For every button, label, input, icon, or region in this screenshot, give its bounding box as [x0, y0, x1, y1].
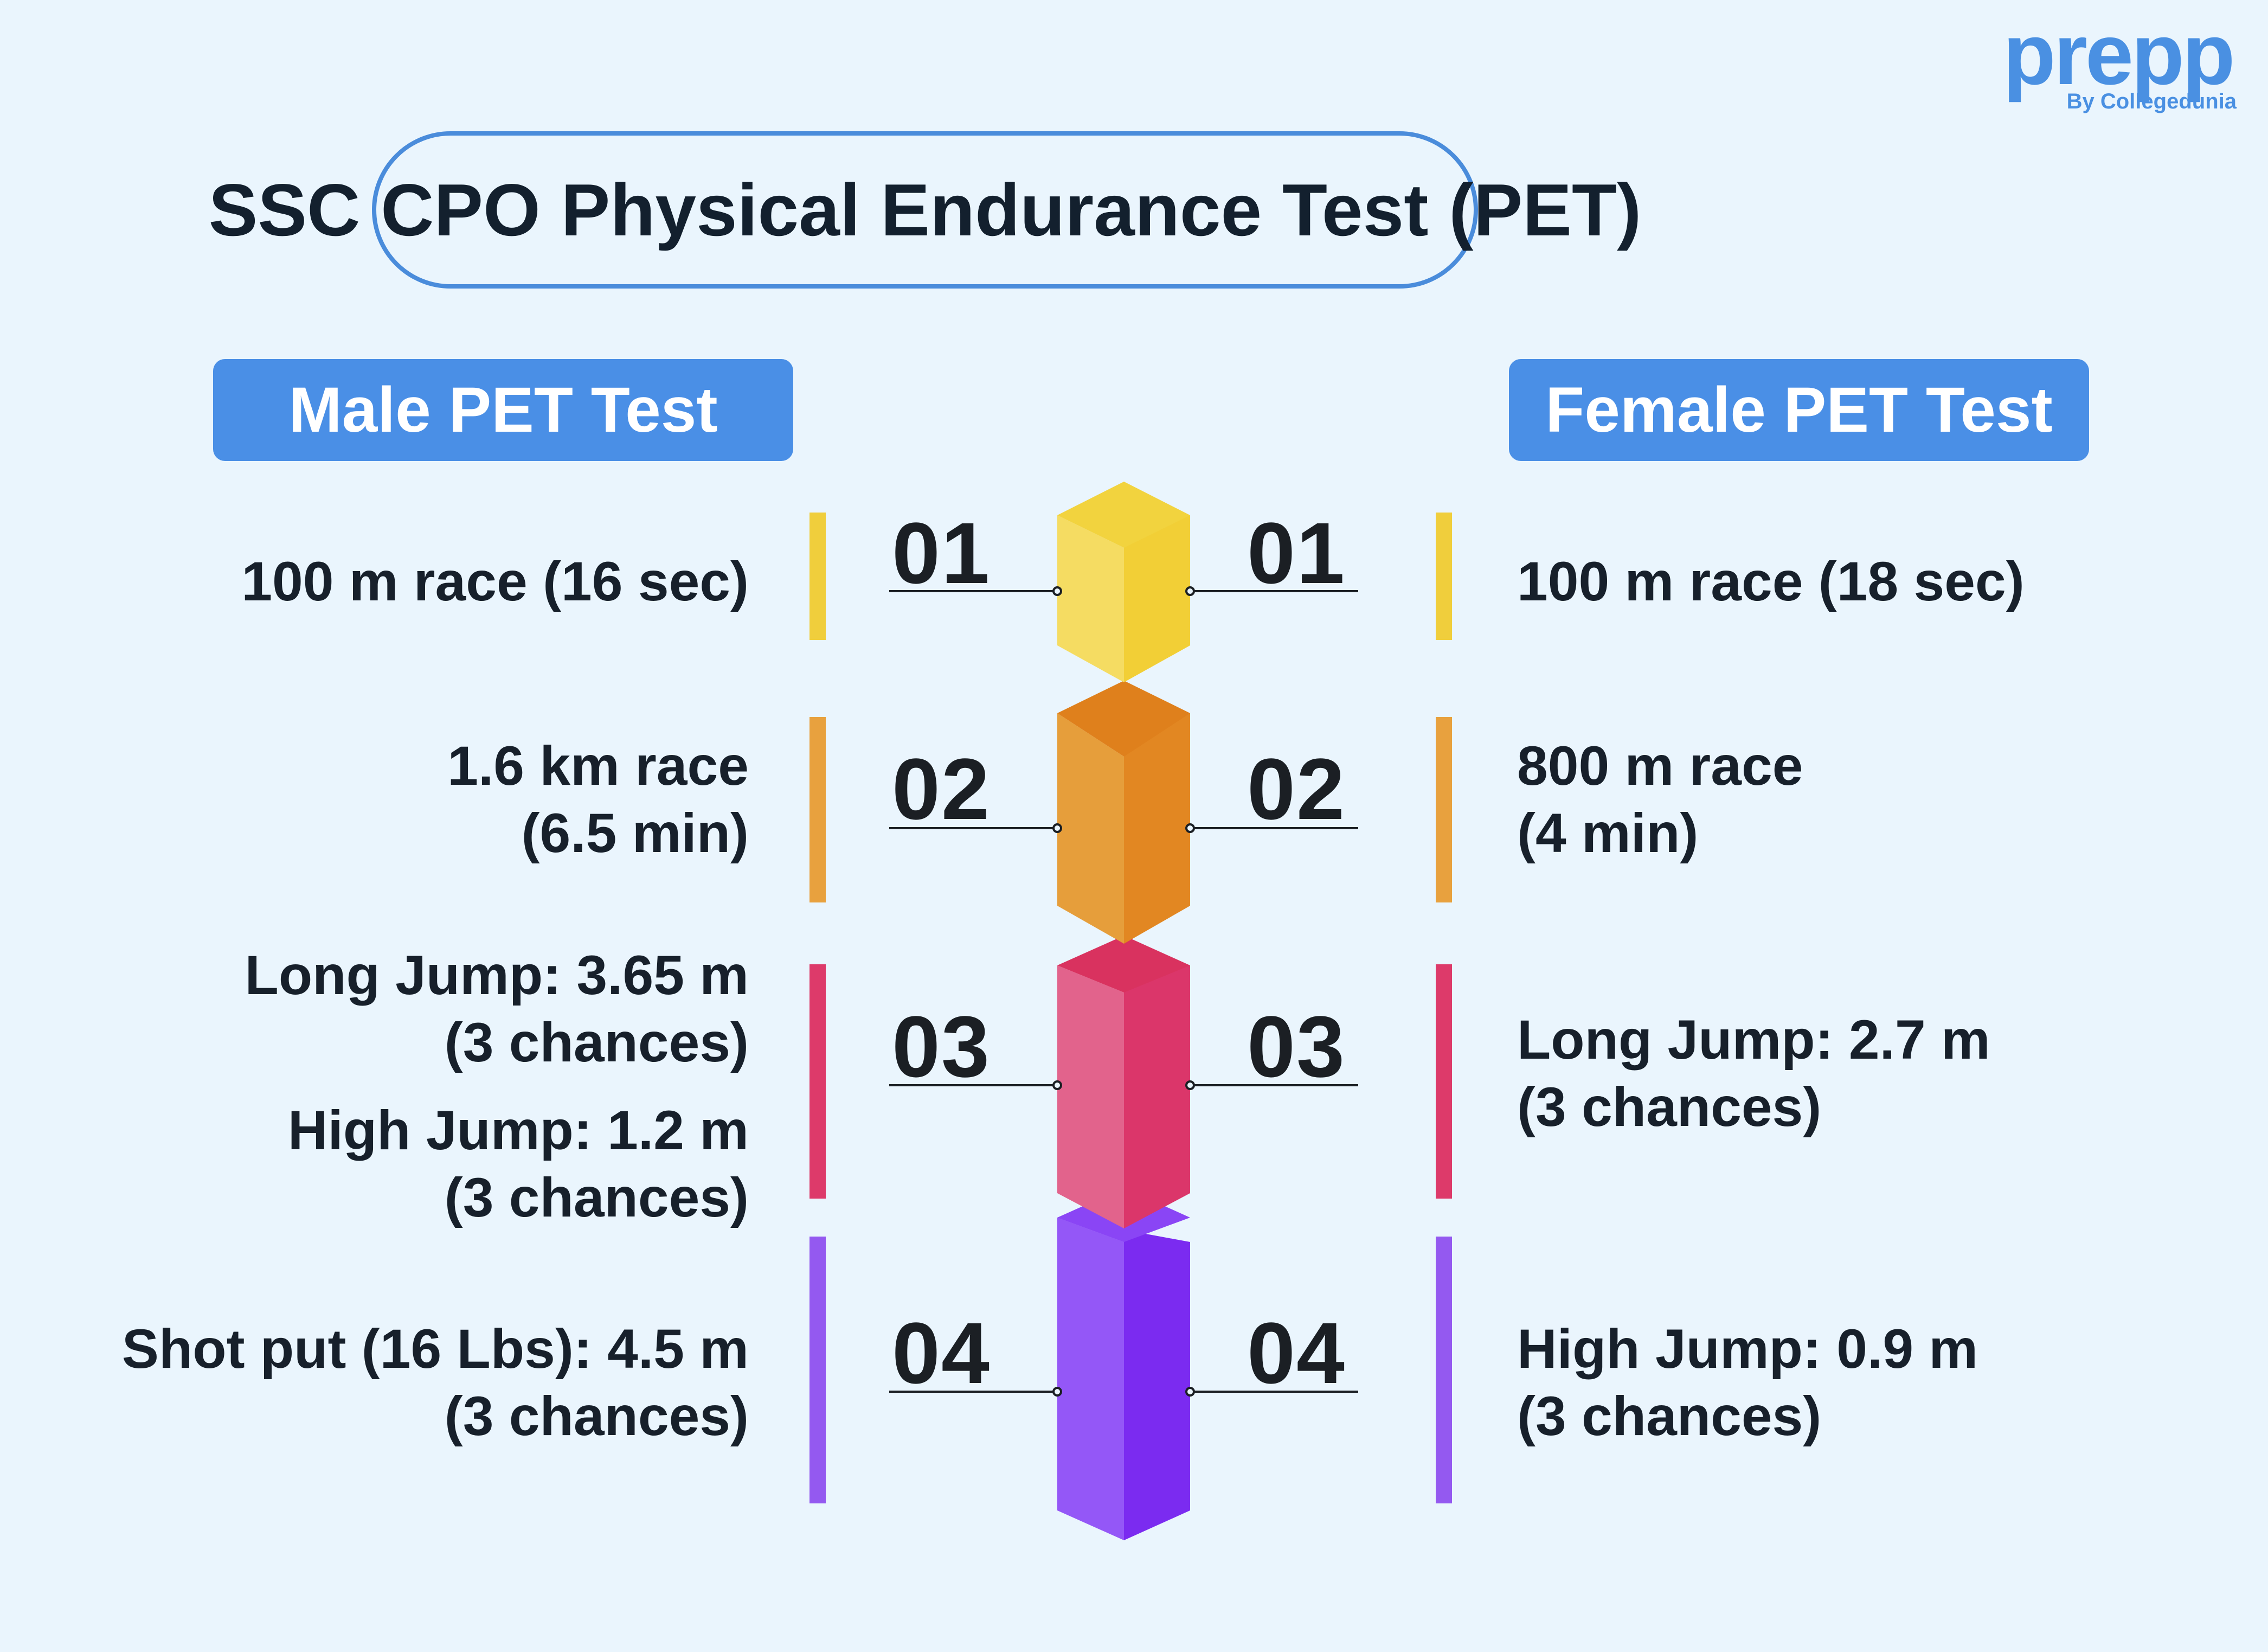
- male-item-03a: Long Jump: 3.65 m (3 chances): [245, 942, 749, 1076]
- step-number-04-female: 04: [1247, 1304, 1346, 1401]
- male-item-03-line-3: High Jump: 1.2 m: [287, 1099, 749, 1161]
- step-number-01-female: 01: [1247, 504, 1346, 601]
- female-bar-04: [1436, 1237, 1452, 1503]
- male-item-03-line-4: (3 chances): [444, 1167, 749, 1228]
- logo-tagline: By Collegedunia: [2066, 89, 2237, 113]
- female-item-03-line-2: (3 chances): [1517, 1076, 1822, 1138]
- step-number-02-female: 02: [1247, 740, 1346, 837]
- female-item-01-line-1: 100 m race (18 sec): [1517, 550, 2025, 612]
- female-item-01: 100 m race (18 sec): [1517, 548, 2025, 615]
- prism-block-03: [1057, 936, 1190, 1228]
- step-number-03-female: 03: [1247, 998, 1346, 1095]
- prepp-logo: prepp: [2003, 5, 2235, 103]
- male-item-03b: High Jump: 1.2 m (3 chances): [288, 1097, 749, 1231]
- female-header: Female PET Test: [1509, 359, 2089, 461]
- female-item-04: High Jump: 0.9 m (3 chances): [1517, 1315, 1978, 1450]
- male-item-03-line-1: Long Jump: 3.65 m: [245, 944, 749, 1006]
- female-item-02-line-1: 800 m race: [1517, 735, 1803, 797]
- step-number-01-male: 01: [892, 504, 991, 601]
- male-header: Male PET Test: [213, 359, 793, 461]
- step-number-02-male: 02: [892, 740, 991, 837]
- male-bar-02: [809, 717, 826, 902]
- female-item-03: Long Jump: 2.7 m (3 chances): [1517, 1006, 1990, 1141]
- step-number-04-male: 04: [892, 1304, 991, 1401]
- male-item-02: 1.6 km race (6.5 min): [447, 732, 749, 867]
- male-item-02-line-2: (6.5 min): [521, 802, 749, 864]
- male-item-03-line-2: (3 chances): [444, 1011, 749, 1073]
- female-item-02: 800 m race (4 min): [1517, 732, 1803, 867]
- female-item-02-line-2: (4 min): [1517, 802, 1699, 864]
- male-item-02-line-1: 1.6 km race: [447, 735, 749, 797]
- male-bar-03: [809, 964, 826, 1199]
- male-bar-01: [809, 513, 826, 640]
- female-bar-02: [1436, 717, 1452, 902]
- title-pill: SSC CPO Physical Endurance Test (PET): [209, 131, 1641, 289]
- male-bar-04: [809, 1237, 826, 1503]
- connector-lines: [889, 586, 1358, 1397]
- prism-block-02: [1057, 681, 1190, 944]
- male-item-04-line-1: Shot put (16 Lbs): 4.5 m: [121, 1318, 749, 1380]
- male-item-04-line-2: (3 chances): [444, 1385, 749, 1447]
- female-bar-01: [1436, 513, 1452, 640]
- prism-block-01: [1057, 482, 1190, 682]
- female-item-04-line-1: High Jump: 0.9 m: [1517, 1318, 1978, 1380]
- prism-block-04: [1057, 1188, 1190, 1540]
- female-item-04-line-2: (3 chances): [1517, 1385, 1822, 1447]
- male-item-04: Shot put (16 Lbs): 4.5 m (3 chances): [122, 1315, 749, 1450]
- page-title: SSC CPO Physical Endurance Test (PET): [208, 169, 1642, 251]
- female-item-03-line-1: Long Jump: 2.7 m: [1517, 1009, 1990, 1071]
- female-bar-03: [1436, 964, 1452, 1199]
- male-item-01: 100 m race (16 sec): [241, 548, 749, 615]
- male-item-01-line-1: 100 m race (16 sec): [241, 550, 749, 612]
- step-number-03-male: 03: [892, 998, 991, 1095]
